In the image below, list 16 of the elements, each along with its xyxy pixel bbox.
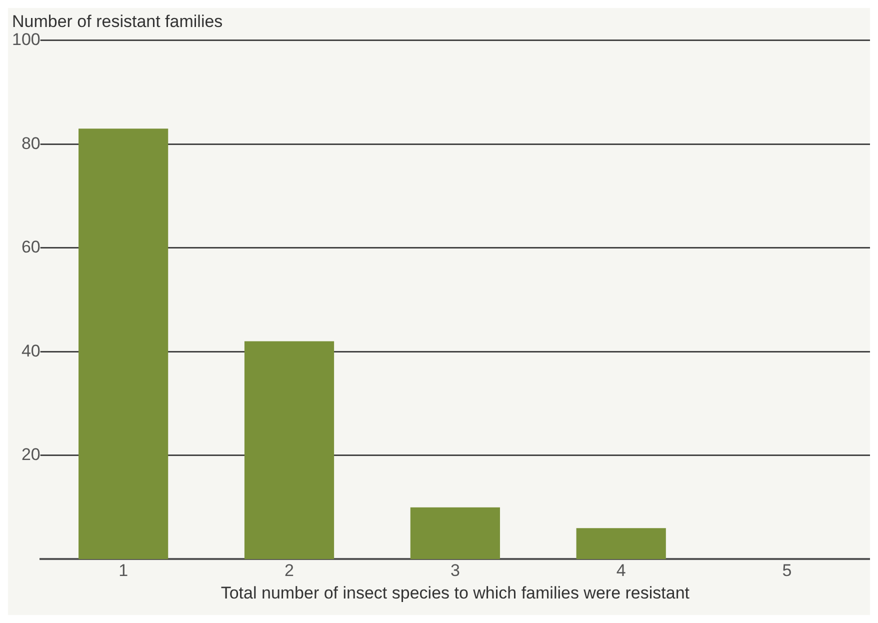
x-tick-label: 5 <box>782 561 792 580</box>
y-tick-label: 20 <box>21 445 40 464</box>
x-tick-label: 2 <box>284 561 294 580</box>
x-tick-label: 3 <box>450 561 460 580</box>
bar <box>576 528 666 560</box>
y-axis-title: Number of resistant families <box>12 12 223 31</box>
bar <box>244 341 334 560</box>
x-tick-label: 4 <box>616 561 626 580</box>
x-axis-title: Total number of insect species to which families were resistant <box>220 583 690 602</box>
y-tick-label: 100 <box>12 30 40 50</box>
bar <box>78 128 168 560</box>
y-tick-label: 60 <box>21 238 40 257</box>
bar <box>410 507 500 560</box>
y-tick-label: 40 <box>21 341 40 360</box>
y-tick-label: 80 <box>21 134 40 153</box>
x-tick-label: 1 <box>118 561 128 580</box>
